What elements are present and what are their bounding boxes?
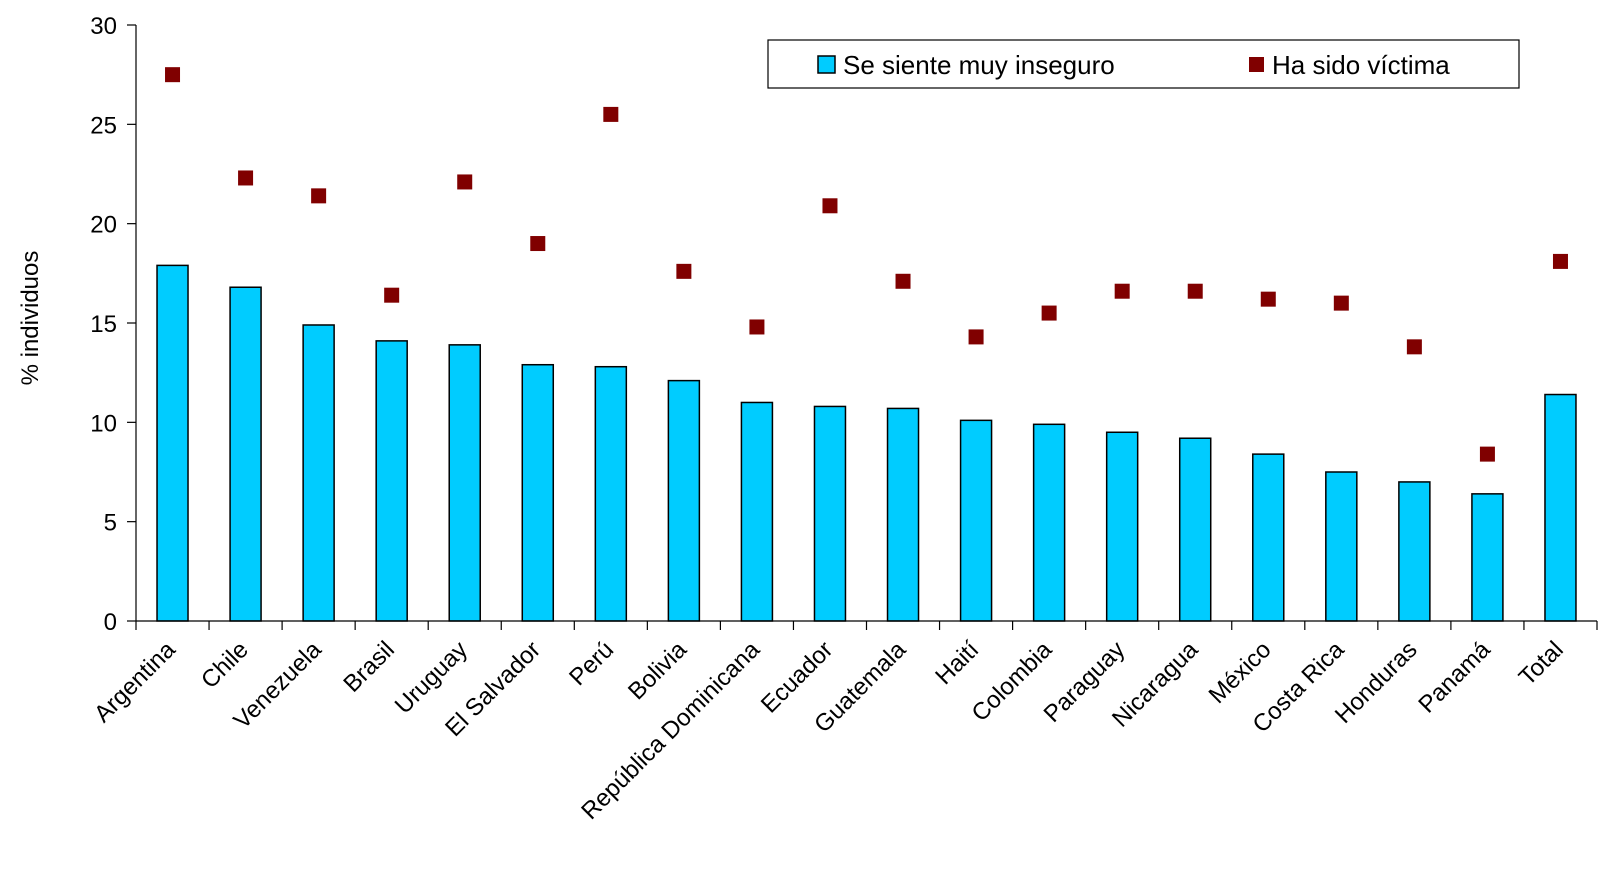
bar-bolivia xyxy=(667,379,701,622)
marker-haití xyxy=(968,329,984,345)
bar-colombia xyxy=(1032,423,1066,622)
bar-brasil xyxy=(375,340,408,622)
bar-venezuela xyxy=(302,324,335,622)
legend-label-markers: Ha sido víctima xyxy=(1272,50,1450,80)
marker-honduras xyxy=(1406,339,1422,355)
bar-nicaragua xyxy=(1178,437,1212,622)
marker-colombia xyxy=(1041,305,1057,321)
x-category-label: Haití xyxy=(930,636,984,690)
y-axis-label: % individuos xyxy=(17,251,44,386)
bar-costa-rica xyxy=(1325,471,1358,622)
bar-paraguay xyxy=(1105,431,1139,622)
bar-el-salvador xyxy=(521,363,555,622)
y-tick-label: 20 xyxy=(90,212,117,239)
x-category-label: Argentina xyxy=(89,636,181,728)
y-axis: 0 5 10 15 20 25 30 xyxy=(90,13,137,636)
plot-area xyxy=(156,67,1577,622)
marker-bolivia xyxy=(676,263,692,279)
marker-paraguay xyxy=(1114,283,1130,299)
marker-méxico xyxy=(1260,291,1276,307)
x-category-label: Panamá xyxy=(1413,636,1496,719)
x-category-label: Chile xyxy=(196,636,254,694)
marker-república-dominicana xyxy=(749,319,765,335)
marker-costa-rica xyxy=(1333,295,1349,311)
marker-chile xyxy=(238,170,254,186)
x-category-label: Perú xyxy=(564,636,619,691)
y-tick-label: 15 xyxy=(90,311,117,338)
marker-total xyxy=(1552,253,1568,269)
bar-uruguay xyxy=(448,344,481,622)
marker-brasil xyxy=(384,287,400,303)
y-tick-label: 30 xyxy=(90,13,117,40)
y-tick-label: 5 xyxy=(104,510,117,537)
marker-uruguay xyxy=(457,174,473,190)
legend: Se siente muy inseguro Ha sido víctima xyxy=(767,39,1520,89)
legend-box xyxy=(767,39,1520,89)
legend-label-bars: Se siente muy inseguro xyxy=(843,50,1115,80)
marker-panamá xyxy=(1479,446,1495,462)
bar-perú xyxy=(594,365,628,622)
x-category-label: Brasil xyxy=(338,636,400,698)
bar-total xyxy=(1544,393,1577,622)
marker-nicaragua xyxy=(1187,283,1203,299)
y-tick-label: 0 xyxy=(104,609,117,636)
legend-swatch-markers xyxy=(1249,57,1264,72)
marker-argentina xyxy=(165,67,181,83)
y-tick-label: 25 xyxy=(90,112,117,139)
bar-guatemala xyxy=(886,407,920,622)
legend-swatch-bars xyxy=(817,55,836,74)
marker-guatemala xyxy=(895,273,911,289)
bar-panamá xyxy=(1471,493,1504,622)
marker-venezuela xyxy=(311,188,327,204)
bar-honduras xyxy=(1398,481,1431,622)
bar-república-dominicana xyxy=(740,401,774,622)
x-category-label: Bolivia xyxy=(623,636,693,706)
marker-el-salvador xyxy=(530,236,546,252)
x-category-label: México xyxy=(1204,636,1277,709)
bar-ecuador xyxy=(813,405,847,622)
marker-ecuador xyxy=(822,198,838,214)
bar-haití xyxy=(959,419,993,622)
marker-perú xyxy=(603,106,619,122)
bar-argentina xyxy=(156,264,189,622)
bar-chile xyxy=(229,286,262,622)
y-tick-label: 10 xyxy=(90,410,117,437)
bar-méxico xyxy=(1252,453,1285,622)
x-category-label: Total xyxy=(1514,636,1569,691)
